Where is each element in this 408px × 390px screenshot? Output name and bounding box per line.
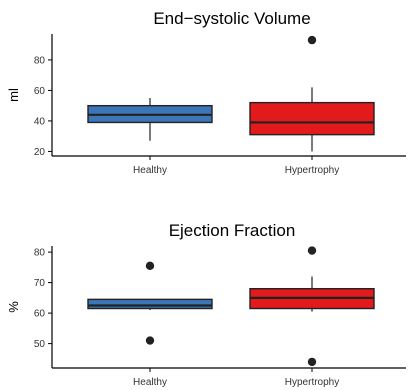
iqr-box bbox=[87, 298, 213, 310]
y-tick-label: 80 bbox=[34, 248, 46, 259]
outlier-point bbox=[307, 357, 317, 367]
panel-title: End−systolic Volume bbox=[153, 9, 310, 28]
y-tick-label: 60 bbox=[34, 309, 46, 320]
y-tick-label: 40 bbox=[34, 116, 46, 127]
end-systolic-volume-panel: End−systolic Volume ml 20 40 60 80 Healthy Hy… bbox=[6, 9, 406, 176]
y-tick-label: 20 bbox=[34, 147, 46, 158]
y-tick-label: 70 bbox=[34, 278, 46, 289]
panel-title: Ejection Fraction bbox=[169, 221, 296, 240]
iqr-box bbox=[249, 101, 375, 136]
y-tick-label: 50 bbox=[34, 339, 46, 350]
x-tick-label: Hypertrophy bbox=[285, 377, 339, 388]
x-tick-label: Hypertrophy bbox=[285, 165, 339, 176]
outlier-point bbox=[145, 261, 155, 271]
y-axis-label: ml bbox=[6, 88, 21, 102]
outlier-point bbox=[145, 336, 155, 345]
plot-marks: 50 60 70 80 Healthy Hypertrophy bbox=[34, 246, 406, 388]
y-tick-label: 60 bbox=[34, 86, 46, 97]
ejection-fraction-panel: Ejection Fraction % 50 60 70 80 Healthy Hyper… bbox=[6, 221, 406, 388]
y-tick-label: 80 bbox=[34, 55, 46, 66]
plot-marks: 20 40 60 80 Healthy Hypertrophy bbox=[34, 34, 406, 176]
outlier-point bbox=[307, 35, 317, 45]
outlier-point bbox=[307, 246, 317, 255]
y-axis-label: % bbox=[6, 301, 21, 313]
x-tick-label: Healthy bbox=[133, 377, 167, 388]
x-tick-label: Healthy bbox=[133, 165, 167, 176]
